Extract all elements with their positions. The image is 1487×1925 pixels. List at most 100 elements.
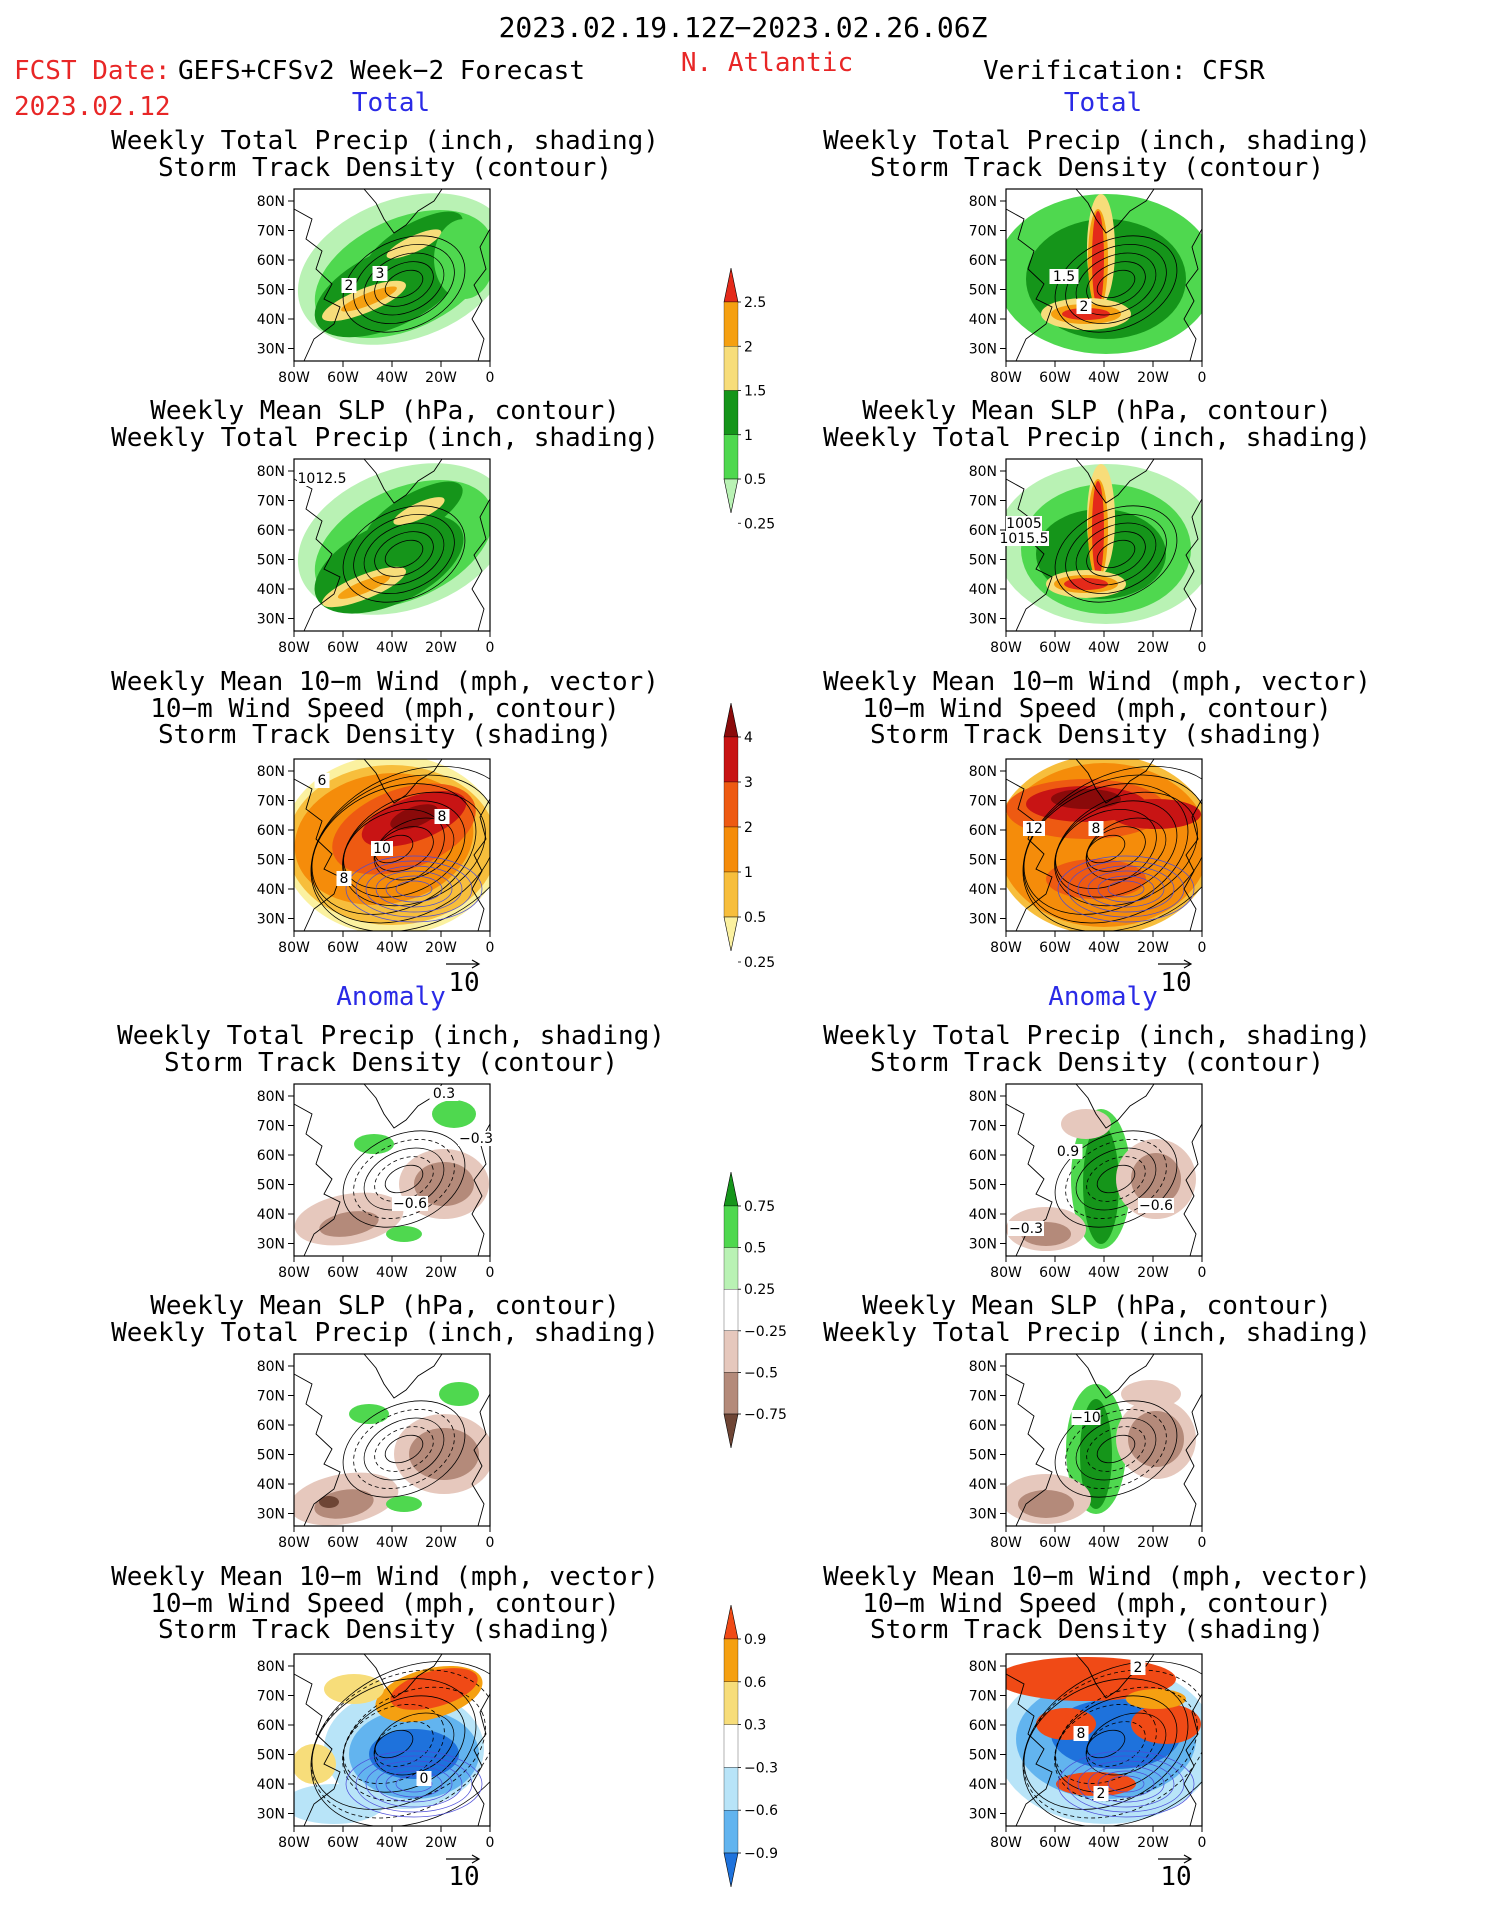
coastline [1075, 459, 1155, 504]
contour-label-box [371, 841, 393, 856]
contour-label-box [1093, 1786, 1109, 1801]
colorbar-label: 0.3 [744, 1718, 766, 1734]
contour-label-box [434, 809, 450, 824]
wind-speed-contour [365, 1760, 463, 1808]
lon-tick-label: 40W [376, 1535, 408, 1551]
lon-tick-label: 0 [1198, 640, 1207, 656]
vector-scale-arrow [446, 1854, 481, 1864]
lon-tick-label: 80W [990, 940, 1022, 956]
lat-tick-label: 40N [969, 1207, 997, 1223]
shade-region [294, 1784, 384, 1824]
lon-tick-label: 0 [1198, 1265, 1207, 1281]
verification-label: Verification: CFSR [983, 56, 1265, 86]
lon-tick-label: 20W [1137, 940, 1169, 956]
map-panel-forecast-total-precip-storm: 3 2 80N 70N 60N 50N 40N 30N 80W 60W 40W 20W 0 [257, 188, 494, 386]
coastline [471, 228, 490, 361]
contour-line [342, 1400, 466, 1498]
lat-tick-label: 80N [969, 194, 997, 210]
lat-tick-label: 30N [257, 912, 285, 928]
contour-line [384, 1434, 424, 1464]
coastline [1006, 208, 1053, 361]
colorbar-swatch [723, 736, 739, 783]
shade-region [369, 1729, 459, 1779]
coastline [1075, 189, 1155, 234]
coastline [294, 778, 341, 931]
lon-tick-label: 20W [425, 1835, 457, 1851]
coastline [1183, 498, 1202, 631]
wind-speed-contour [385, 875, 443, 903]
shade-region [1131, 1153, 1181, 1205]
lat-tick-label: 50N [969, 283, 997, 299]
region-label: N. Atlantic [680, 48, 854, 78]
lon-tick-label: 80W [278, 1265, 310, 1281]
contour-label-box [1006, 516, 1042, 531]
map-panel-verify-anom-wind-storm: 2 8 2 80N 70N 60N 50N 40N 30N 80W 60W 40W 20W 0 [969, 1653, 1206, 1864]
contour-label: 0 [420, 1771, 429, 1787]
shade-region [1121, 1380, 1181, 1408]
shade-region [386, 1226, 422, 1242]
map-plot: 2 8 2 80N 70N 60N 50N 40N 30N 80W 60W 40W 20W 0 [969, 1653, 1206, 1851]
map-shading [294, 1654, 490, 1826]
panel-title-line: Storm Track Density (contour) [870, 153, 1324, 183]
contour-label: −0.3 [459, 1131, 493, 1147]
colorbar-label: −0.25 [744, 1324, 787, 1340]
contour-line [1054, 791, 1198, 907]
wind-speed-contour [395, 1775, 433, 1793]
panel-title-line: Weekly Total Precip (inch, shading) [823, 126, 1371, 156]
colorbar-label: 0.5 [744, 1241, 766, 1257]
wind-speed-contour [345, 1750, 483, 1818]
colorbar-swatch [723, 1372, 739, 1415]
contour-label: 6 [318, 773, 327, 789]
lon-tick-label: 0 [486, 940, 495, 956]
contour-label-box [1023, 821, 1045, 836]
panel-title-line: Weekly Total Precip (inch, shading) [111, 126, 659, 156]
lat-tick-label: 80N [969, 1089, 997, 1105]
colorbar-label: 4 [744, 730, 753, 746]
colorbar-swatch [723, 1247, 739, 1290]
vector-scale-label: 10 [448, 968, 480, 998]
colorbar-swatch [723, 916, 739, 952]
panel-title-line: 10−m Wind Speed (mph, contour) [150, 1589, 620, 1619]
lon-tick-label: 60W [327, 640, 359, 656]
shade-region [337, 575, 391, 599]
contour-line [1086, 1721, 1146, 1767]
shade-region [409, 1428, 479, 1480]
panel-title-line: 10−m Wind Speed (mph, contour) [150, 694, 620, 724]
map-panel-verify-anom-precip-storm: 0.9 −0.6 −0.3 80N 70N 60N 50N 40N 30N 80W 60W 40W 20… [969, 1083, 1206, 1281]
colorbar-label: −0.6 [744, 1803, 778, 1819]
lat-tick-label: 40N [257, 582, 285, 598]
colorbar-label: 0.25 [744, 516, 775, 532]
map-plot: 1012.5 80N 70N 60N 50N 40N 30N 80W 60W 40W 20W 0 [257, 458, 494, 656]
lon-tick-label: 60W [327, 940, 359, 956]
colorbar-swatch [723, 1171, 739, 1207]
lon-tick-label: 80W [278, 1835, 310, 1851]
contour-line [1054, 1686, 1198, 1802]
shade-region [439, 1382, 479, 1406]
colorbar-label: 2 [744, 339, 753, 355]
shade-region [1092, 211, 1104, 307]
colorbar-label: 1.5 [744, 384, 766, 400]
lat-tick-label: 70N [257, 1119, 285, 1135]
lon-tick-label: 40W [376, 940, 408, 956]
contour-line [1054, 1695, 1178, 1793]
colorbar-label: −0.3 [744, 1760, 778, 1776]
shade-region [1092, 481, 1104, 577]
lon-tick-label: 60W [1039, 1835, 1071, 1851]
lat-tick-label: 70N [257, 794, 285, 810]
coastline [1006, 778, 1053, 931]
contour-line [353, 1139, 455, 1219]
contour-label-box [1073, 1726, 1089, 1741]
contour-line [1055, 809, 1157, 889]
period-title: 2023.02.19.12Z−2023.02.26.06Z [498, 11, 988, 44]
panel-title-line: Storm Track Density (contour) [870, 1048, 1324, 1078]
map-plot: 6 8 10 8 80N 70N 60N 50N 40N 30N 80W 60W 40W 20W 0 [257, 758, 494, 956]
wind-speed-contour [1107, 1775, 1145, 1793]
contour-line [1085, 1712, 1167, 1776]
coastline [1006, 1373, 1053, 1526]
contour-line [374, 834, 414, 864]
colorbar-precip_anom: 0.75 0.5 0.25 −0.25 −0.5 −0.75 [723, 1171, 787, 1449]
colorbar-swatch [723, 1289, 739, 1331]
wind-speed-contour [1097, 875, 1155, 903]
contour-label-box [1049, 269, 1079, 284]
